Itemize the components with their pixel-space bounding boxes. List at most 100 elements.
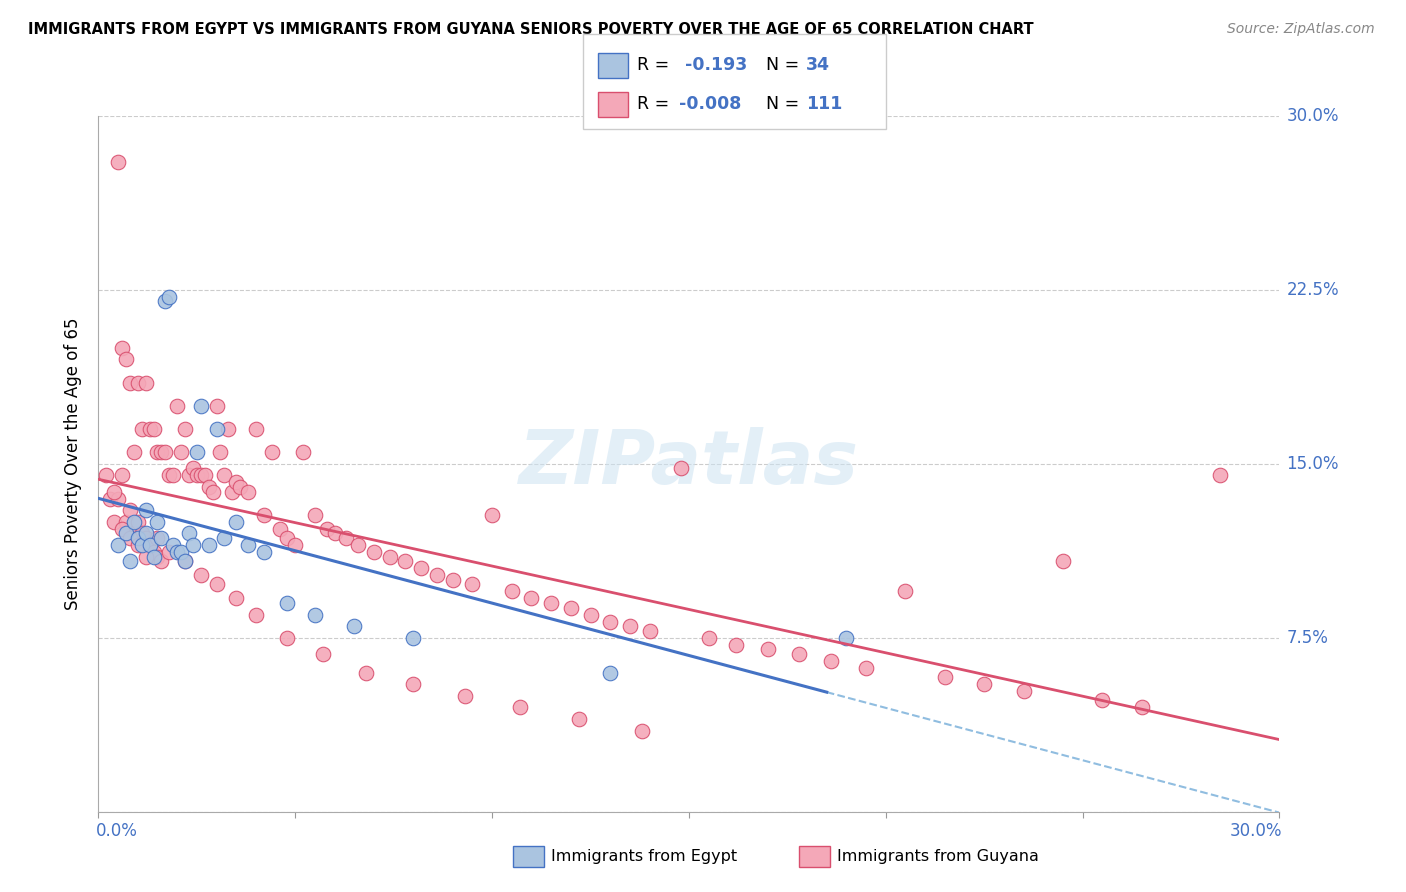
Point <box>127 376 149 390</box>
Point <box>1052 554 1074 568</box>
Point <box>146 445 169 459</box>
Point <box>347 538 370 552</box>
Point <box>190 399 212 413</box>
Point <box>214 531 236 545</box>
Point <box>174 422 197 436</box>
Point <box>236 538 259 552</box>
Point <box>276 531 298 545</box>
Point <box>155 445 177 459</box>
Point <box>284 538 307 552</box>
Point <box>197 538 219 552</box>
Point <box>225 515 247 529</box>
Point <box>481 508 503 522</box>
Point <box>225 475 247 490</box>
Point <box>142 545 165 559</box>
Text: Immigrants from Egypt: Immigrants from Egypt <box>551 849 737 863</box>
Point <box>127 515 149 529</box>
Point <box>253 508 276 522</box>
Point <box>209 445 232 459</box>
Point <box>150 445 173 459</box>
Point <box>103 515 125 529</box>
Point <box>115 352 138 367</box>
Point <box>131 526 153 541</box>
Point <box>276 596 298 610</box>
Point <box>135 531 157 545</box>
Point <box>138 422 160 436</box>
Point <box>1209 468 1232 483</box>
Point <box>304 607 326 622</box>
Text: ZIPatlas: ZIPatlas <box>519 427 859 500</box>
Point <box>725 638 748 652</box>
Point <box>509 700 531 714</box>
Point <box>269 522 291 536</box>
Point <box>150 531 173 545</box>
Point <box>127 531 149 545</box>
Point <box>229 480 252 494</box>
Point <box>157 290 180 304</box>
Point <box>118 503 141 517</box>
Point <box>540 596 562 610</box>
Point <box>599 665 621 680</box>
Point <box>205 422 228 436</box>
Point <box>1091 693 1114 707</box>
Point <box>441 573 464 587</box>
Point <box>166 545 188 559</box>
Point <box>411 561 433 575</box>
Point <box>599 615 621 629</box>
Point <box>304 508 326 522</box>
Point <box>142 422 165 436</box>
Point <box>177 468 200 483</box>
Point <box>157 545 180 559</box>
Text: Immigrants from Guyana: Immigrants from Guyana <box>837 849 1039 863</box>
Point <box>245 607 267 622</box>
Point <box>236 484 259 499</box>
Point <box>122 526 145 541</box>
Point <box>118 376 141 390</box>
Point <box>560 600 582 615</box>
Point <box>335 531 357 545</box>
Point <box>131 538 153 552</box>
Point <box>402 631 425 645</box>
Point <box>138 538 160 552</box>
Point <box>217 422 239 436</box>
Point <box>1130 700 1153 714</box>
Point <box>973 677 995 691</box>
Point <box>501 584 523 599</box>
Point <box>135 376 157 390</box>
Point <box>96 468 118 483</box>
Point <box>190 568 212 582</box>
Point <box>174 554 197 568</box>
Point <box>146 515 169 529</box>
Point <box>111 468 134 483</box>
Point <box>162 538 184 552</box>
Text: 34: 34 <box>806 56 830 74</box>
Point <box>190 468 212 483</box>
Point <box>194 468 217 483</box>
Point <box>162 468 184 483</box>
Text: IMMIGRANTS FROM EGYPT VS IMMIGRANTS FROM GUYANA SENIORS POVERTY OVER THE AGE OF : IMMIGRANTS FROM EGYPT VS IMMIGRANTS FROM… <box>28 22 1033 37</box>
Point <box>214 468 236 483</box>
Point <box>835 631 858 645</box>
Point <box>402 677 425 691</box>
Point <box>150 554 173 568</box>
Point <box>205 577 228 591</box>
Point <box>186 445 208 459</box>
Point <box>245 422 267 436</box>
Text: 0.0%: 0.0% <box>96 822 138 840</box>
Text: N =: N = <box>755 95 804 113</box>
Point <box>201 484 224 499</box>
Point <box>138 538 160 552</box>
Point <box>127 538 149 552</box>
Point <box>111 522 134 536</box>
Point <box>118 531 141 545</box>
Point <box>225 591 247 606</box>
Point <box>170 445 193 459</box>
Point <box>934 670 956 684</box>
Text: -0.008: -0.008 <box>679 95 741 113</box>
Point <box>292 445 315 459</box>
Point <box>426 568 449 582</box>
Point <box>894 584 917 599</box>
Text: Source: ZipAtlas.com: Source: ZipAtlas.com <box>1227 22 1375 37</box>
Point <box>118 554 141 568</box>
Text: -0.193: -0.193 <box>685 56 747 74</box>
